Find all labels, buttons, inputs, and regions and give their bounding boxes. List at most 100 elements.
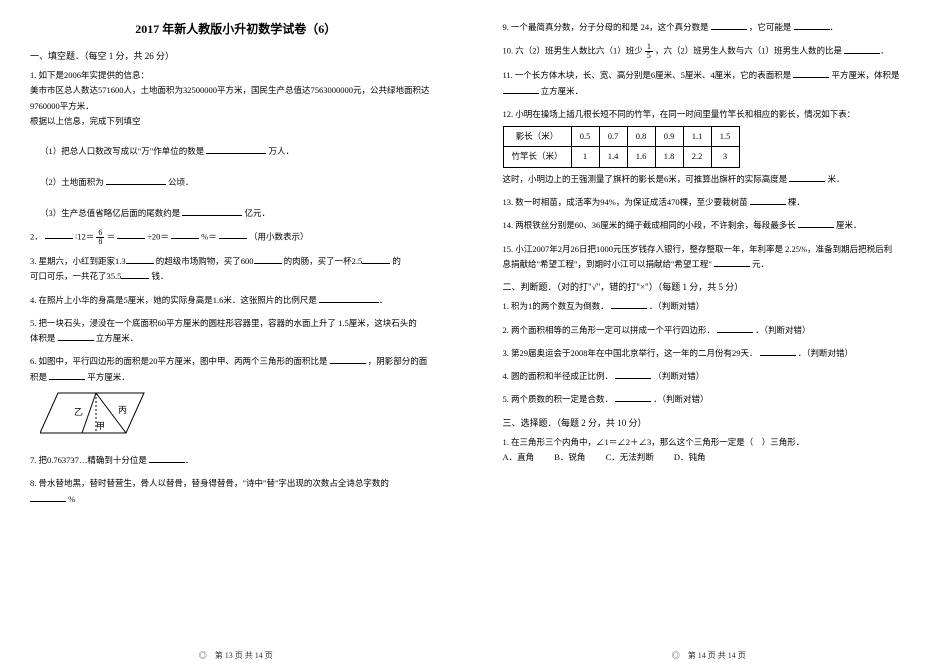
cell: 3 (711, 147, 739, 167)
q6-t1: 6. 如图中，平行四边形的面积是20平方厘米，图中甲、丙两个三角形的面积比是 (30, 356, 328, 366)
q1-sub-a: （1）把总人口数改写成以"万"作单位的数是 万人． (30, 144, 442, 159)
blank (182, 206, 242, 216)
q11-t2: 平方厘米，体积是 (831, 70, 899, 80)
q11-t3: 立方厘米． (541, 86, 584, 96)
q1-sub-c: （3）生产总值省略亿后面的尾数约是 亿元． (30, 206, 442, 221)
section-3-head: 三、选择题．（每题 2 分，共 10 分） (503, 416, 916, 429)
q2-d: %＝ (201, 231, 217, 241)
q13: 13. 数一时相苗，成活率为94%，为保证成活470棵，至少要栽树苗 棵． (503, 195, 916, 210)
cell: 0.5 (571, 127, 599, 147)
page-footer-left: ◎ 第 13 页 共 14 页 (0, 650, 472, 661)
q2-pre: 2． (30, 231, 43, 241)
q3-t3: 的肉肠，买了一杯2.5 (284, 256, 363, 266)
blank (611, 299, 647, 309)
q15-t2: 息捐献给"希望工程"，到期时小江可以捐献给"希望工程" (503, 259, 712, 269)
frac-den: 8 (96, 238, 104, 246)
choice-1: 1. 在三角形三个内角中，∠1＝∠2＋∠3，那么这个三角形一定是（ ）三角形． … (503, 435, 916, 466)
q1-line1: 美市市区总人数达571600人，土地面积为32500000平方米，国民生产总值达… (30, 83, 442, 98)
q8: 8. 骨水替地黑，替时替营生，骨人以替骨，替身得替骨，"诗中"替"字出现的次数占… (30, 476, 442, 507)
q1-sub-b: （2）土地面积为 公顷． (30, 175, 442, 190)
q1: 1. 如下是2006年实提供的信息： 美市市区总人数达571600人，土地面积为… (30, 68, 442, 221)
blank (149, 453, 185, 463)
blank (49, 370, 85, 380)
q14-t2: 厘米． (836, 220, 862, 230)
blank (126, 254, 154, 264)
blank (30, 492, 66, 502)
frac-den: 5 (645, 52, 653, 60)
q5-t2: 体积是 (30, 333, 56, 343)
q15-t1: 15. 小江2007年2月26日把1000元压岁钱存入银行，整存整取一年，年利率… (503, 244, 893, 254)
q12-text: 12. 小明在操场上插几根长短不同的竹竿，在同一时间里量竹竿长和相应的影长，情况… (503, 107, 916, 122)
blank (319, 293, 379, 303)
cell: 1.6 (627, 147, 655, 167)
footer-left-text: 第 13 页 共 14 页 (215, 651, 273, 660)
blank (798, 218, 834, 228)
q3-t1: 3. 星期六，小红到距家1.3 (30, 256, 126, 266)
blank (171, 229, 199, 239)
q14-t1: 14. 两根铁丝分别是60、36厘米的绳子截成相同的小段，不许剩余，每段最多长 (503, 220, 796, 230)
j1-tail: ．（判断对错） (649, 301, 704, 311)
q6: 6. 如图中，平行四边形的面积是20平方厘米，图中甲、丙两个三角形的面积比是 ，… (30, 354, 442, 445)
q12: 12. 小明在操场上插几根长短不同的竹竿，在同一时间里量竹竿长和相应的影长，情况… (503, 107, 916, 187)
label-yi: 乙 (74, 407, 83, 417)
q14: 14. 两根铁丝分别是60、36厘米的绳子截成相同的小段，不许剩余，每段最多长 … (503, 218, 916, 233)
j3-tail: ．（判断对错） (798, 348, 853, 358)
page-footer-right: ◎ 第 14 页 共 14 页 (473, 650, 945, 661)
q13-t2: 棵． (788, 197, 805, 207)
q10: 10. 六（2）班男生人数比六（1）班少 15 ，六（2）班男生人数与六（1）班… (503, 43, 916, 60)
q1-line2: 9760000平方米． (30, 99, 442, 114)
q10-t1: 10. 六（2）班男生人数比六（1）班少 (503, 46, 643, 56)
cell: 1.5 (711, 127, 739, 147)
blank (794, 20, 830, 30)
q10-t2: ，六（2）班男生人数与六（1）班男生人数的比是 (655, 46, 842, 56)
j5-tail: ．（判断对错） (653, 394, 708, 404)
table-row: 影长（米） 0.5 0.7 0.8 0.9 1.1 1.5 (503, 127, 739, 147)
q8-unit: % (68, 494, 75, 504)
exam-title: 2017 年新人教版小升初数学试卷（6） (30, 20, 442, 37)
cell: 1.1 (683, 127, 711, 147)
opt-c: C．无法判断 (606, 450, 654, 465)
j1-text: 1. 积为1的两个数互为倒数． (503, 301, 609, 311)
q1-intro: 1. 如下是2006年实提供的信息： (30, 68, 442, 83)
cell: 1 (571, 147, 599, 167)
q6-t4: 平方厘米． (87, 372, 130, 382)
judge-5: 5. 两个质数的积一定是合数． ．（判断对错） (503, 392, 916, 407)
q2-end: （用小数表示） (249, 231, 309, 241)
j4-tail: （判断对错） (653, 371, 704, 381)
blank (503, 84, 539, 94)
blank (106, 175, 166, 185)
q1-line3: 根据以上信息，完成下列填空 (30, 114, 442, 129)
q2: 2． ∶12＝ 68 ＝ ÷20＝ %＝ （用小数表示） (30, 229, 442, 246)
blank (206, 144, 266, 154)
opt-d: D．钝角 (674, 450, 706, 465)
q3-t6: 钱． (152, 271, 169, 281)
c1-options: A．直角 B．锐角 C．无法判断 D．钝角 (503, 450, 916, 465)
q5-t3: 立方厘米． (96, 333, 139, 343)
q2-b: ＝ (106, 231, 115, 241)
q5: 5. 把一块石头，浸没在一个底面积60平方厘米的圆柱形容器里，容器的水面上升了 … (30, 316, 442, 347)
footer-right-text: 第 14 页 共 14 页 (688, 651, 746, 660)
q1-a-unit: 万人． (268, 146, 294, 156)
fraction: 15 (645, 43, 653, 60)
q1-c-text: （3）生产总值省略亿后面的尾数约是 (40, 208, 180, 218)
blank (45, 229, 73, 239)
blank (793, 68, 829, 78)
blank (714, 257, 750, 267)
row-head: 竹竿长（米） (503, 147, 571, 167)
q1-b-unit: 公顷． (168, 177, 194, 187)
q2-a: ∶12＝ (75, 231, 94, 241)
blank (760, 346, 796, 356)
q6-t3: 积是 (30, 372, 47, 382)
blank (615, 369, 651, 379)
page-right: 9. 一个最简真分数，分子分母的和是 24，这个真分数是 ，它可能是 ． 10.… (473, 0, 945, 669)
fraction: 68 (96, 229, 104, 246)
q13-t1: 13. 数一时相苗，成活率为94%，为保证成活470棵，至少要栽树苗 (503, 197, 748, 207)
blank (219, 229, 247, 239)
blank (58, 331, 94, 341)
blank (615, 392, 651, 402)
label-jia: 甲 (96, 421, 105, 431)
parallelogram-figure: 乙 丙 甲 (40, 389, 150, 445)
cell: 0.7 (599, 127, 627, 147)
cell: 2.2 (683, 147, 711, 167)
blank (844, 44, 880, 54)
